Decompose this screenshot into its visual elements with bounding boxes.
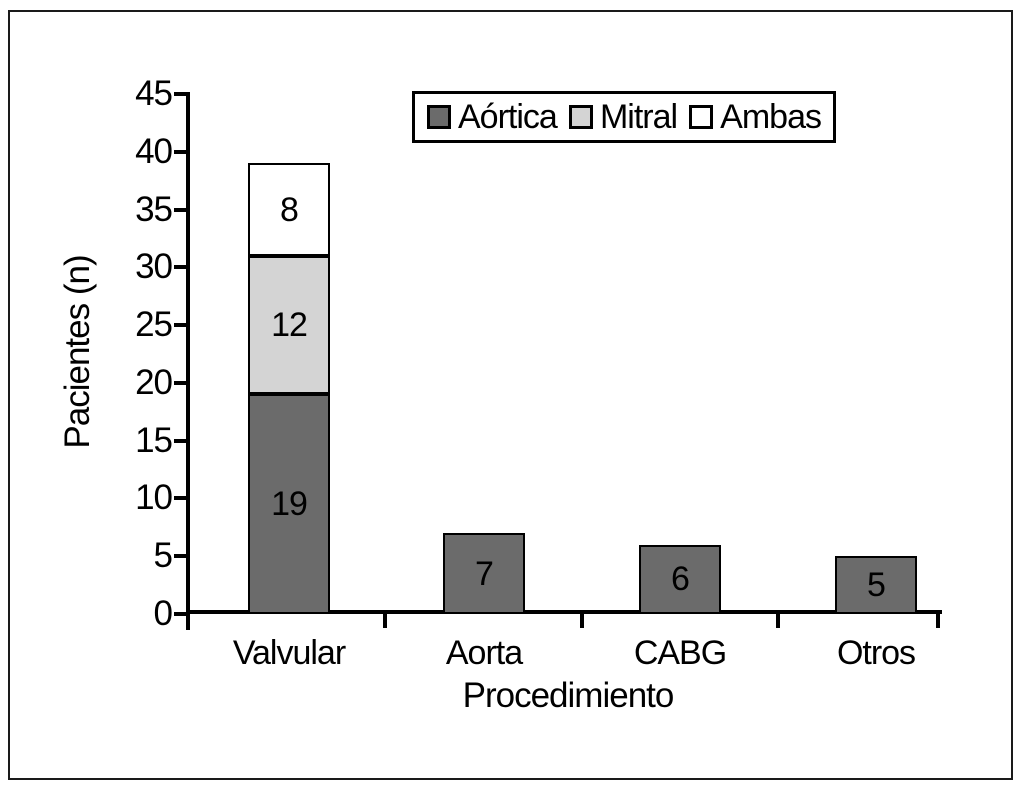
y-tick-label: 40 xyxy=(135,131,173,171)
bar-segment xyxy=(248,255,330,395)
y-tick xyxy=(174,496,190,501)
legend-item-ambas: Ambas xyxy=(689,94,822,140)
category-label: Otros xyxy=(836,634,916,672)
legend-label-mitral: Mitral xyxy=(599,98,678,136)
y-tick-label: 35 xyxy=(135,189,173,229)
legend-swatch-ambas xyxy=(689,105,714,129)
bar-segment-value: 12 xyxy=(271,306,308,345)
y-tick-label: 20 xyxy=(135,362,173,402)
x-axis-title: Procedimiento xyxy=(462,676,675,715)
y-tick xyxy=(174,92,190,97)
legend-item-mitral: Mitral xyxy=(568,94,678,140)
x-tick xyxy=(936,612,940,628)
y-tick-label: 5 xyxy=(153,536,173,576)
x-axis-line xyxy=(186,610,942,614)
category-label: Valvular xyxy=(232,634,346,672)
bar-segment-value: 19 xyxy=(271,485,308,524)
bar-segment xyxy=(248,394,330,614)
legend-item-aortica: Aórtica xyxy=(427,94,558,140)
y-tick xyxy=(174,323,190,328)
y-tick xyxy=(174,380,190,385)
y-tick-label: 30 xyxy=(135,247,173,287)
x-tick xyxy=(580,612,584,628)
legend-label-aortica: Aórtica xyxy=(458,98,558,136)
y-tick xyxy=(174,612,190,616)
legend: Aórtica Mitral Ambas xyxy=(412,91,836,143)
category-label: Aorta xyxy=(445,634,523,672)
y-tick xyxy=(174,149,190,154)
x-tick xyxy=(776,612,780,628)
y-tick xyxy=(174,207,190,212)
bar-segment-value: 6 xyxy=(671,560,690,599)
x-tick xyxy=(383,612,387,628)
bar-segment-value: 5 xyxy=(867,566,886,605)
y-tick xyxy=(174,265,190,270)
y-tick-label: 25 xyxy=(135,305,173,345)
y-tick-label: 45 xyxy=(135,74,173,114)
y-tick-label: 15 xyxy=(135,420,173,460)
y-tick-label: 0 xyxy=(153,594,173,633)
y-tick xyxy=(174,438,190,443)
bar-segment xyxy=(835,556,917,614)
bar-segment xyxy=(248,163,330,256)
legend-swatch-mitral xyxy=(568,105,593,129)
category-label: CABG xyxy=(633,634,727,672)
bar-segment-value: 8 xyxy=(280,190,299,229)
y-axis-line xyxy=(186,94,190,630)
legend-label-ambas: Ambas xyxy=(720,98,822,136)
bar-segment-value: 7 xyxy=(475,554,494,593)
bar-segment xyxy=(639,544,721,614)
y-tick xyxy=(174,554,190,559)
legend-swatch-aortica xyxy=(427,105,451,129)
y-tick-label: 10 xyxy=(135,478,173,518)
bar-segment xyxy=(443,533,525,614)
